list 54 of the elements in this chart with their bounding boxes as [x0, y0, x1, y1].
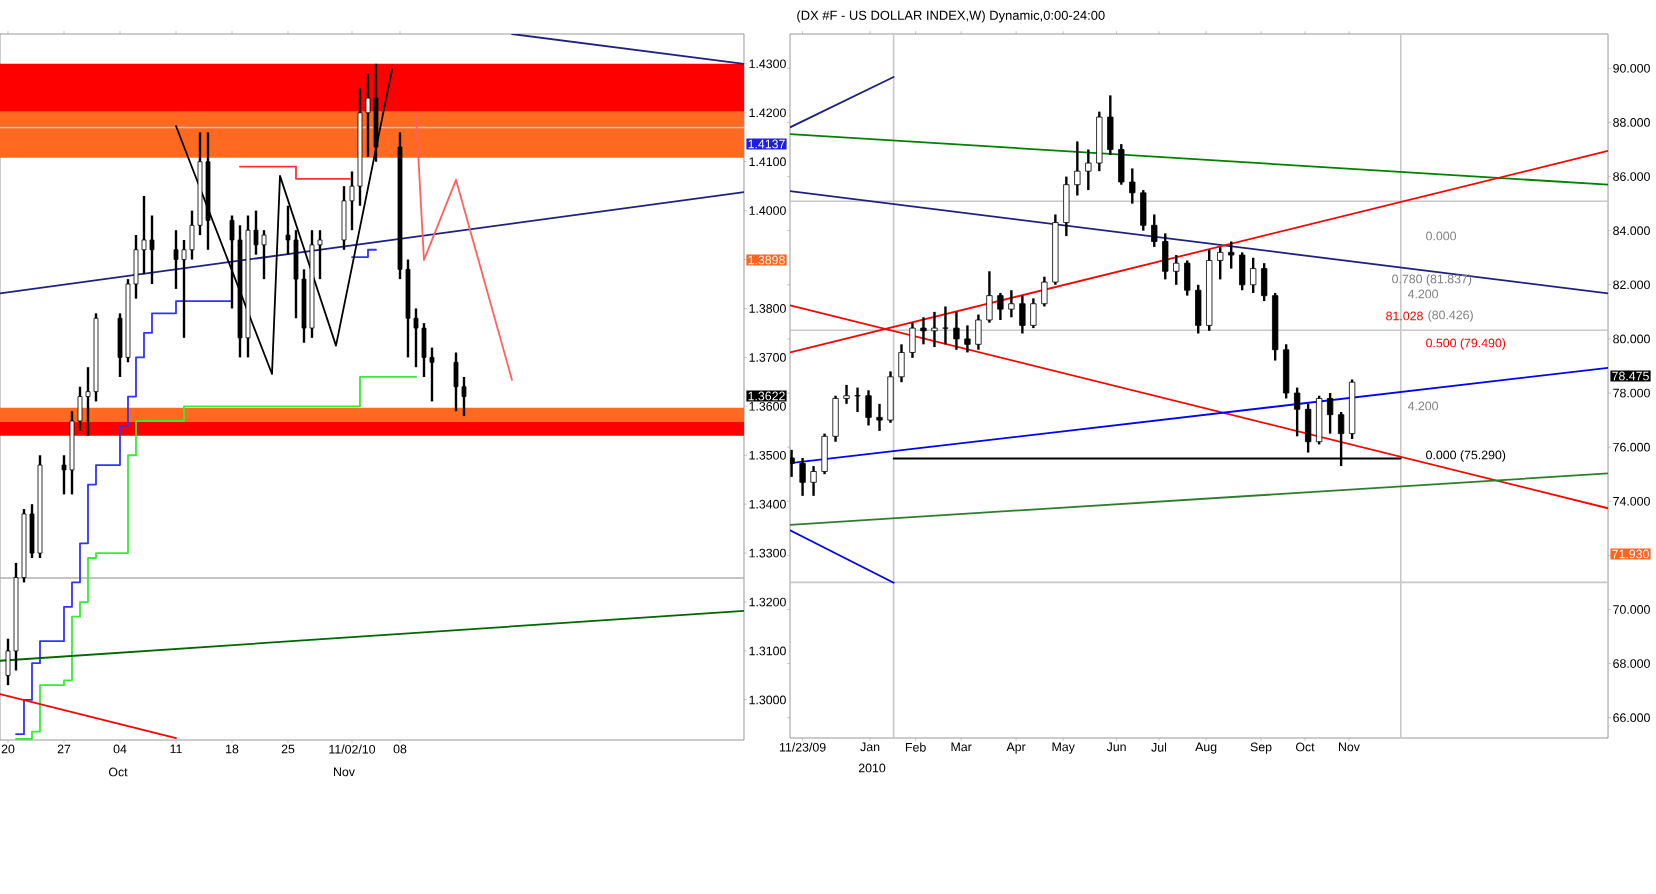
candlestick — [832, 394, 839, 443]
candlestick — [931, 310, 938, 349]
candlestick — [1239, 251, 1246, 292]
candlestick — [1118, 142, 1125, 186]
candlestick — [261, 228, 267, 281]
candlestick — [1304, 402, 1312, 454]
candlestick — [1162, 232, 1169, 281]
candlestick — [1326, 391, 1334, 435]
candlestick — [149, 214, 155, 286]
candlestick — [1019, 294, 1026, 335]
candlestick — [953, 310, 960, 351]
candlestick — [1129, 167, 1136, 205]
candlestick — [1096, 110, 1103, 173]
candlestick — [1195, 283, 1202, 335]
candlestick — [1184, 259, 1191, 297]
candlestick — [1294, 386, 1301, 438]
candlestick — [942, 305, 949, 346]
candlestick — [997, 291, 1004, 322]
candlestick — [1217, 245, 1224, 281]
candlestick — [1250, 256, 1257, 295]
candlestick — [1173, 253, 1180, 286]
candlestick — [964, 324, 971, 354]
candlestick — [865, 389, 872, 427]
candlestick — [821, 432, 828, 476]
candlestick — [1008, 289, 1015, 319]
candlestick — [898, 343, 905, 384]
candlestick — [1151, 213, 1158, 249]
candlestick — [1140, 188, 1147, 232]
candlestick — [1074, 140, 1081, 197]
candlestick — [1085, 148, 1092, 192]
candlestick — [1063, 175, 1070, 238]
candlestick — [1283, 343, 1290, 400]
candlestick — [1228, 240, 1235, 270]
candlestick — [421, 321, 427, 379]
candlestick — [909, 321, 916, 360]
candlestick — [1030, 297, 1037, 330]
candlestick — [876, 402, 883, 433]
candlestick — [341, 184, 347, 251]
candlestick — [986, 270, 993, 324]
candlestick — [1041, 275, 1048, 308]
line-series — [175, 68, 393, 375]
candlestick — [975, 313, 982, 351]
candlestick — [453, 351, 459, 413]
candlestick — [1261, 261, 1268, 303]
candlestick — [1107, 94, 1114, 157]
candlestick — [887, 370, 894, 424]
candlestick — [790, 448, 795, 479]
candlestick — [920, 316, 927, 346]
candlestick — [1315, 394, 1323, 446]
candlestick — [810, 464, 817, 498]
candlestick — [173, 228, 179, 291]
line-series — [415, 112, 513, 381]
candlestick — [843, 383, 850, 406]
candlestick — [799, 456, 806, 498]
